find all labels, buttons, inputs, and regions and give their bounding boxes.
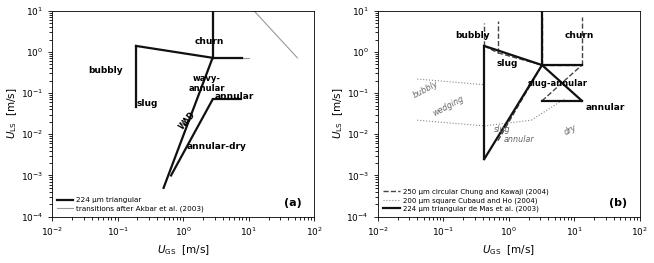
Text: bubbly: bubbly bbox=[412, 79, 440, 100]
Text: annular: annular bbox=[504, 135, 534, 144]
Text: annular-dry: annular-dry bbox=[186, 142, 247, 151]
Text: WAD: WAD bbox=[177, 110, 198, 131]
Text: dry: dry bbox=[562, 123, 578, 137]
Text: wavy-
annular: wavy- annular bbox=[189, 74, 225, 93]
X-axis label: $U_{\mathrm{GS}}$  [m/s]: $U_{\mathrm{GS}}$ [m/s] bbox=[483, 244, 536, 257]
Text: annular: annular bbox=[586, 103, 625, 112]
Text: (a): (a) bbox=[283, 198, 301, 208]
Text: wedging: wedging bbox=[431, 94, 466, 118]
Legend: 250 μm circular Chung and Kawaji (2004), 200 μm square Cubaud and Ho (2004), 224: 250 μm circular Chung and Kawaji (2004),… bbox=[381, 188, 550, 213]
Y-axis label: $U_{\mathrm{LS}}$  [m/s]: $U_{\mathrm{LS}}$ [m/s] bbox=[331, 88, 345, 139]
Text: churn: churn bbox=[565, 31, 594, 40]
Text: annular: annular bbox=[215, 92, 254, 100]
Text: bubbly: bubbly bbox=[455, 31, 490, 40]
Text: bubbly: bubbly bbox=[88, 66, 123, 75]
X-axis label: $U_{\mathrm{GS}}$  [m/s]: $U_{\mathrm{GS}}$ [m/s] bbox=[157, 244, 210, 257]
Text: (b): (b) bbox=[609, 198, 627, 208]
Legend: 224 μm triangular, transitions after Akbar et al. (2003): 224 μm triangular, transitions after Akb… bbox=[56, 196, 205, 213]
Text: churn: churn bbox=[195, 37, 224, 46]
Text: slug: slug bbox=[493, 125, 510, 134]
Text: slug: slug bbox=[137, 99, 158, 108]
Text: slug-annular: slug-annular bbox=[527, 79, 587, 88]
Y-axis label: $U_{\mathrm{LS}}$  [m/s]: $U_{\mathrm{LS}}$ [m/s] bbox=[5, 88, 20, 139]
Text: slug: slug bbox=[497, 59, 518, 68]
